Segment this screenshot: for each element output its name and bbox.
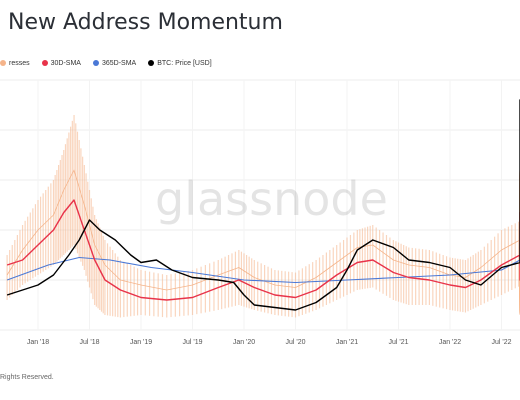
series-line-new-addresses	[6, 169, 520, 291]
legend-item-new-addresses[interactable]: resses	[0, 60, 30, 67]
new-addresses-band	[6, 115, 520, 318]
legend-item-btc-price[interactable]: BTC: Price [USD]	[148, 59, 212, 67]
x-tick-label: Jan '20	[233, 339, 255, 346]
legend-label-30d-sma: 30D-SMA	[50, 59, 81, 67]
watermark: glassnode	[155, 172, 388, 226]
x-tick-label: Jul '19	[182, 339, 202, 346]
x-tick-label: Jan '22	[439, 339, 461, 346]
series-line-365d-sma	[6, 229, 520, 284]
x-tick-label: Jan '18	[27, 339, 49, 346]
x-tick-label: Jul '20	[285, 339, 305, 346]
chart-title: New Address Momentum	[8, 10, 283, 35]
x-axis: Jan '18 Jul '18 Jan '19 Jul '19 Jan '20 Jul '…	[27, 339, 512, 346]
footer-copyright: Rights Reserved.	[0, 374, 54, 381]
x-tick-label: Jul '21	[388, 339, 408, 346]
legend-swatch-30d-sma	[41, 60, 48, 66]
x-tick-label: Jul '18	[79, 339, 99, 346]
x-tick-label: Jul '22	[491, 339, 511, 346]
x-tick-label: Jan '21	[336, 339, 358, 346]
series-lines	[6, 99, 520, 311]
legend-swatch-new-addresses	[0, 60, 6, 66]
legend-item-365d-sma[interactable]: 365D-SMA	[92, 59, 137, 67]
x-tick-label: Jan '19	[130, 339, 152, 346]
legend-label-new-addresses: resses	[9, 59, 30, 67]
series-line-btc-price	[6, 99, 520, 311]
legend: resses 30D-SMA 365D-SMA BTC: Price [USD]	[0, 56, 224, 70]
legend-label-365d-sma: 365D-SMA	[101, 59, 137, 67]
legend-swatch-btc-price	[148, 60, 155, 66]
legend-item-30d-sma[interactable]: 30D-SMA	[41, 59, 81, 67]
legend-swatch-365d-sma	[92, 60, 99, 66]
series-line-30d-sma	[6, 199, 520, 301]
legend-label-btc-price: BTC: Price [USD]	[157, 59, 212, 67]
